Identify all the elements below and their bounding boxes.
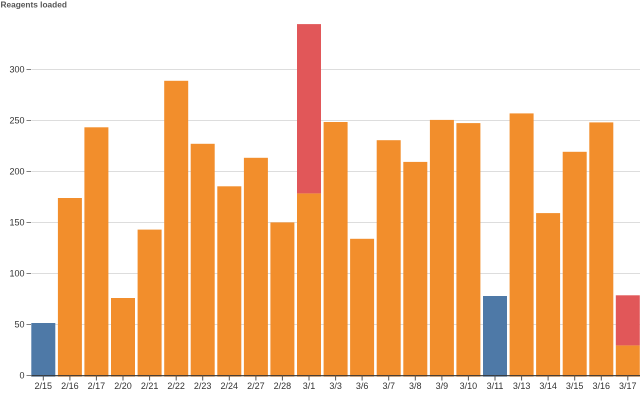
svg-text:2/22: 2/22 [167,381,185,391]
svg-text:3/1: 3/1 [303,381,316,391]
svg-text:2/16: 2/16 [61,381,79,391]
svg-text:3/8: 3/8 [409,381,422,391]
svg-text:3/7: 3/7 [382,381,395,391]
svg-text:3/14: 3/14 [539,381,557,391]
svg-text:Reagents loaded: Reagents loaded [1,0,67,10]
svg-text:2/21: 2/21 [141,381,159,391]
svg-text:250: 250 [9,116,24,126]
svg-text:2/27: 2/27 [247,381,265,391]
svg-text:3/10: 3/10 [460,381,478,391]
svg-text:2/24: 2/24 [221,381,239,391]
svg-text:3/16: 3/16 [593,381,611,391]
svg-text:0: 0 [19,371,24,381]
svg-text:100: 100 [9,269,24,279]
svg-text:2/23: 2/23 [194,381,212,391]
svg-text:300: 300 [9,65,24,75]
svg-text:2/28: 2/28 [274,381,292,391]
svg-text:3/11: 3/11 [487,381,504,391]
svg-text:200: 200 [9,167,24,177]
svg-text:2/15: 2/15 [35,381,53,391]
svg-text:3/6: 3/6 [356,381,369,391]
svg-text:150: 150 [9,218,24,228]
svg-text:3/9: 3/9 [436,381,449,391]
svg-text:2/20: 2/20 [114,381,132,391]
svg-text:50: 50 [14,320,24,330]
svg-text:2/17: 2/17 [88,381,106,391]
svg-text:3/3: 3/3 [329,381,342,391]
svg-text:3/15: 3/15 [566,381,584,391]
svg-text:3/13: 3/13 [513,381,531,391]
svg-text:3/17: 3/17 [619,381,637,391]
